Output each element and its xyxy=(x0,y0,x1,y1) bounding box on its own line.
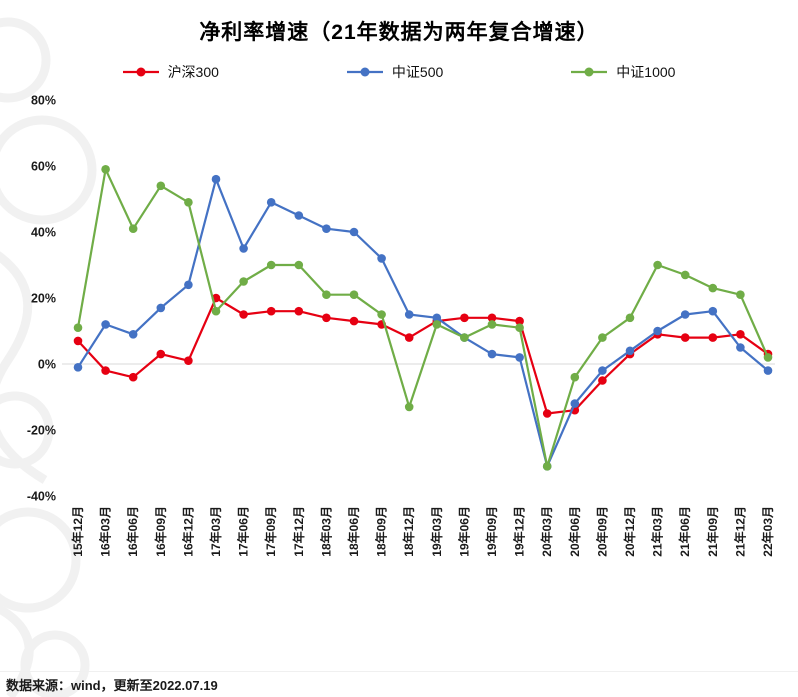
legend-item-zz500: 中证500 xyxy=(346,62,444,82)
svg-text:16年09月: 16年09月 xyxy=(153,506,168,557)
svg-text:18年12月: 18年12月 xyxy=(401,506,416,557)
svg-text:22年03月: 22年03月 xyxy=(760,506,775,557)
svg-text:15年12月: 15年12月 xyxy=(70,506,85,557)
svg-text:19年12月: 19年12月 xyxy=(512,506,527,557)
svg-text:80%: 80% xyxy=(31,94,56,108)
footer-divider xyxy=(0,671,798,672)
svg-text:60%: 60% xyxy=(31,160,56,174)
svg-text:21年03月: 21年03月 xyxy=(650,506,665,557)
svg-text:40%: 40% xyxy=(31,226,56,240)
legend-item-hs300: 沪深300 xyxy=(122,62,219,82)
svg-text:17年06月: 17年06月 xyxy=(236,506,251,557)
svg-text:16年12月: 16年12月 xyxy=(180,506,195,557)
legend-label-hs300: 沪深300 xyxy=(167,64,219,80)
svg-text:21年12月: 21年12月 xyxy=(732,506,747,557)
data-source-note: 数据来源：wind，更新至2022.07.19 xyxy=(6,678,218,693)
svg-text:20年03月: 20年03月 xyxy=(539,506,554,557)
legend-marker-zz500 xyxy=(346,67,383,77)
svg-text:20年06月: 20年06月 xyxy=(567,506,582,557)
svg-text:20年12月: 20年12月 xyxy=(622,506,637,557)
svg-text:21年06月: 21年06月 xyxy=(677,506,692,557)
svg-text:17年03月: 17年03月 xyxy=(208,506,223,557)
svg-text:17年09月: 17年09月 xyxy=(263,506,278,557)
svg-text:0%: 0% xyxy=(38,358,56,372)
svg-text:19年06月: 19年06月 xyxy=(456,506,471,557)
legend-label-zz500: 中证500 xyxy=(391,64,444,80)
svg-text:21年09月: 21年09月 xyxy=(705,506,720,557)
svg-text:20年09月: 20年09月 xyxy=(594,506,609,557)
svg-text:16年06月: 16年06月 xyxy=(125,506,140,557)
svg-text:-40%: -40% xyxy=(27,490,56,504)
svg-text:-20%: -20% xyxy=(27,424,56,438)
legend-label-zz1000: 中证1000 xyxy=(616,64,676,80)
line-chart: 80% 60% 40% 20% 0% -20% -40% 15年12月 16年03月 16年06月… xyxy=(27,94,775,557)
legend-marker-hs300 xyxy=(122,67,159,77)
svg-text:18年09月: 18年09月 xyxy=(374,506,389,557)
svg-text:19年09月: 19年09月 xyxy=(484,506,499,557)
svg-text:17年12月: 17年12月 xyxy=(291,506,306,557)
legend-item-zz1000: 中证1000 xyxy=(571,62,675,82)
svg-text:19年03月: 19年03月 xyxy=(429,506,444,557)
svg-text:18年03月: 18年03月 xyxy=(318,506,333,557)
chart-legend: 沪深300 中证500 中证1000 xyxy=(0,62,798,82)
svg-text:16年03月: 16年03月 xyxy=(98,506,113,557)
chart-title: 净利率增速（21年数据为两年复合增速） xyxy=(199,21,599,44)
legend-marker-zz1000 xyxy=(571,67,608,77)
svg-text:18年06月: 18年06月 xyxy=(346,506,361,557)
svg-text:20%: 20% xyxy=(31,292,56,306)
